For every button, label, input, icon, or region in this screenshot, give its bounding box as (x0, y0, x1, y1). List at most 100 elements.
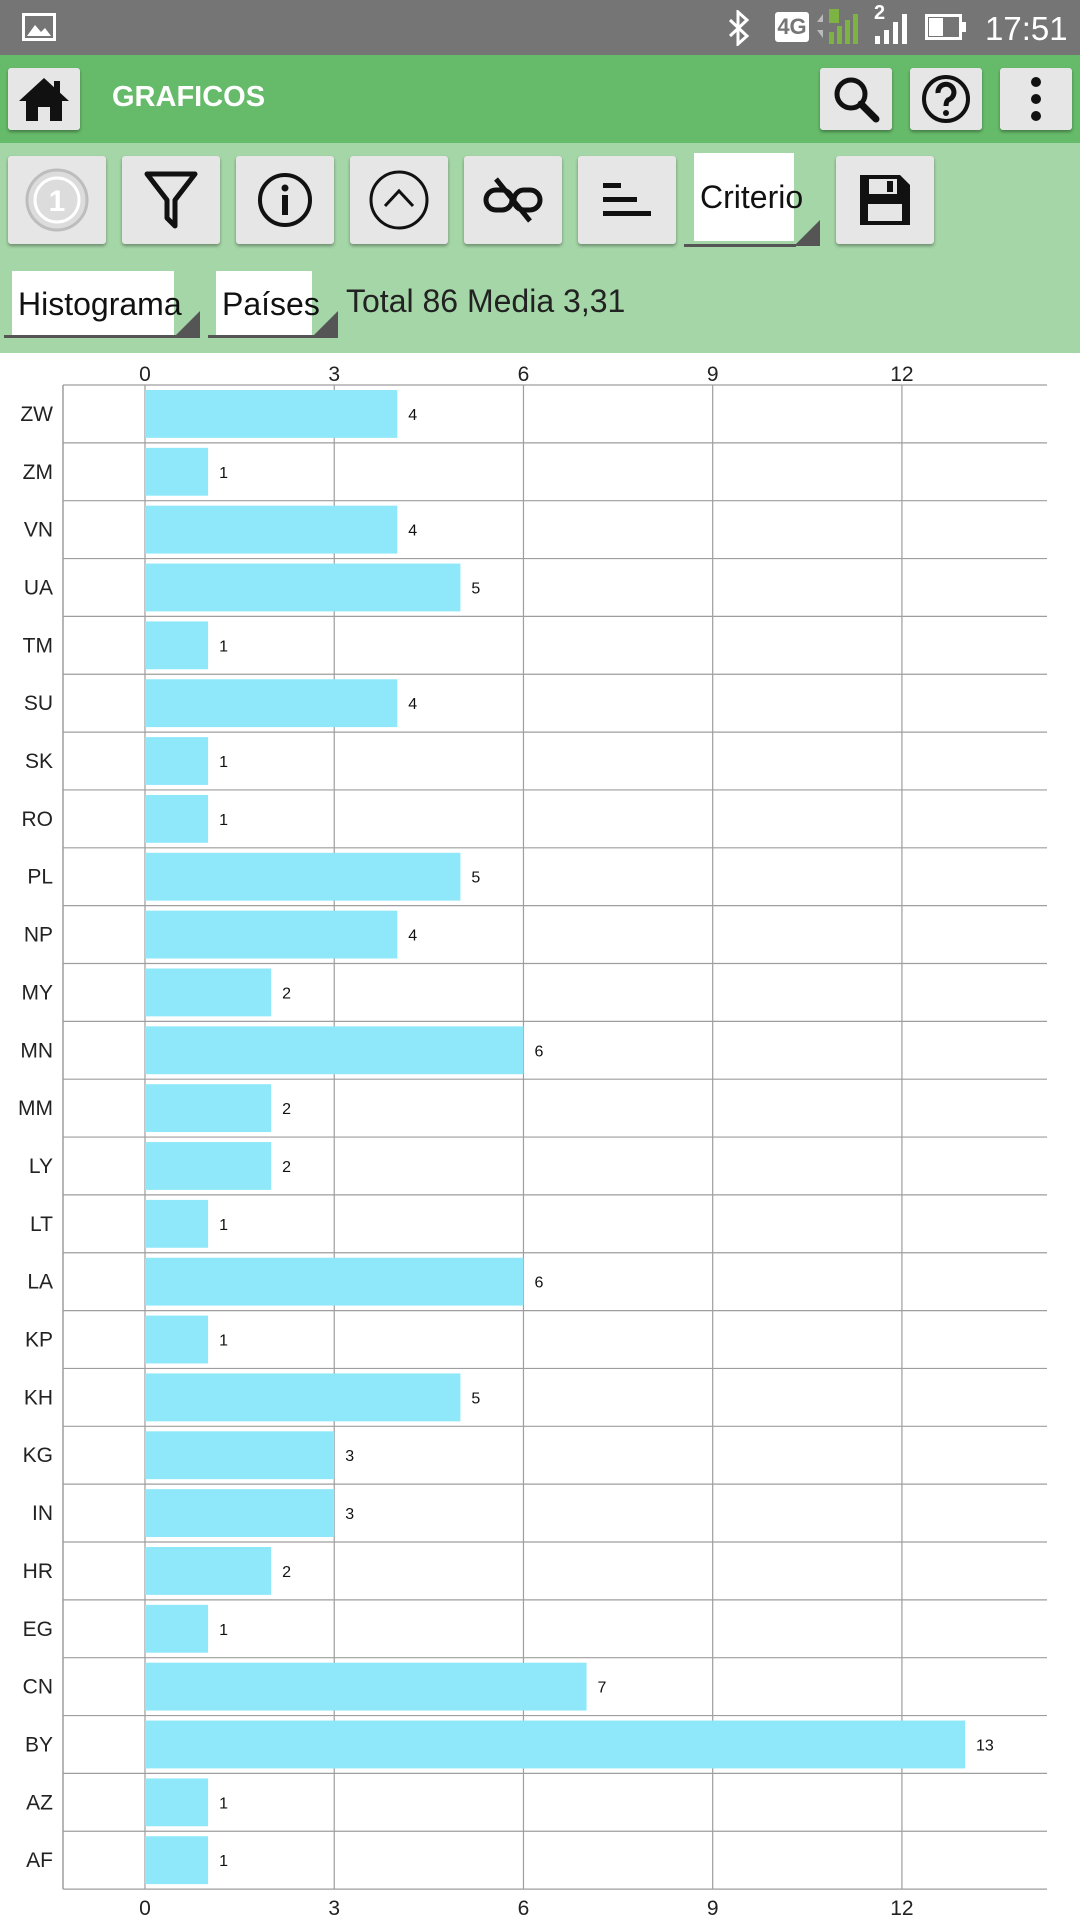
bar-MN (145, 1026, 524, 1075)
bar-TM (145, 621, 209, 670)
bar-EG (145, 1604, 209, 1653)
x-tick-label-bottom: 9 (707, 1897, 719, 1920)
x-tick-label-top: 3 (328, 363, 340, 386)
signal-sim2-icon (875, 14, 907, 44)
save-button[interactable] (836, 156, 934, 244)
collapse-button[interactable] (350, 156, 448, 244)
data-label: 1 (219, 1853, 228, 1870)
data-label: 3 (345, 1506, 354, 1523)
group-by-value: Países (222, 286, 320, 322)
x-tick-label-top: 6 (518, 363, 530, 386)
bar-LY (145, 1142, 272, 1190)
filter-button[interactable] (122, 156, 220, 244)
help-icon (922, 75, 970, 123)
info-button[interactable] (236, 156, 334, 244)
category-label: MN (20, 1039, 53, 1062)
data-label: 4 (408, 407, 417, 424)
coin-icon: 1 (25, 168, 89, 232)
category-label: KH (24, 1386, 53, 1409)
chart-type-spinner[interactable]: Histograma (12, 271, 182, 337)
bar-AZ (145, 1778, 209, 1827)
clock: 17:51 (985, 10, 1068, 47)
group-by-underline (208, 335, 338, 338)
signal-icon (817, 9, 858, 44)
home-button[interactable] (8, 68, 80, 130)
x-tick-label-top: 9 (707, 363, 719, 386)
chart-type-dropdown-arrow (174, 311, 200, 337)
data-label: 1 (219, 638, 228, 655)
bar-SU (145, 679, 398, 728)
category-label: AF (26, 1849, 53, 1872)
bar-KP (145, 1315, 209, 1364)
bar-HR (145, 1547, 272, 1595)
coin-button[interactable]: 1 (8, 156, 106, 244)
save-icon (860, 175, 910, 225)
x-tick-label-bottom: 0 (139, 1897, 151, 1920)
filter-icon (144, 171, 198, 229)
unlink-button[interactable] (464, 156, 562, 244)
sim-slot-label: 2 (874, 2, 886, 24)
data-label: 4 (408, 523, 417, 540)
data-label: 4 (408, 696, 417, 713)
chevron-up-icon (369, 170, 429, 230)
category-label: MY (22, 981, 54, 1004)
sort-button[interactable] (578, 156, 676, 244)
svg-text:1: 1 (49, 185, 66, 218)
sort-bars-icon (603, 183, 651, 216)
category-label: IN (32, 1502, 53, 1525)
data-label: 3 (345, 1448, 354, 1465)
data-label: 2 (282, 1159, 291, 1176)
data-label: 6 (534, 1043, 543, 1060)
app-title: GRAFICOS (112, 81, 266, 113)
more-vert-icon (1031, 77, 1041, 121)
category-label: SK (25, 750, 53, 773)
criterio-spinner[interactable]: Criterio (694, 153, 803, 241)
bar-LT (145, 1199, 209, 1248)
category-label: LY (29, 1155, 53, 1178)
bar-LA (145, 1257, 524, 1306)
x-tick-label-top: 12 (890, 363, 913, 386)
bar-RO (145, 794, 209, 843)
bar-PL (145, 852, 461, 901)
bar-BY (145, 1720, 965, 1769)
bar-AF (145, 1836, 209, 1885)
category-label: CN (23, 1676, 53, 1699)
category-label: BY (25, 1733, 53, 1756)
search-button[interactable] (820, 68, 892, 130)
gallery-icon (22, 13, 56, 41)
bluetooth-icon (728, 10, 750, 46)
data-label: 1 (219, 1795, 228, 1812)
data-label: 1 (219, 812, 228, 829)
category-label: UA (24, 576, 53, 599)
bar-NP (145, 910, 398, 959)
category-label: EG (23, 1618, 53, 1641)
category-label: PL (27, 866, 53, 889)
category-label: TM (23, 634, 53, 657)
x-tick-label-bottom: 3 (328, 1897, 340, 1920)
bar-MM (145, 1084, 272, 1133)
bar-KH (145, 1373, 461, 1422)
category-label: KG (23, 1444, 53, 1467)
bar-ZW (145, 390, 398, 438)
more-options-button[interactable] (1000, 68, 1072, 130)
category-label: LA (27, 1271, 53, 1294)
data-label: 1 (219, 1217, 228, 1234)
status-bar: 4G 2 17:51 (0, 0, 1080, 55)
x-tick-label-top: 0 (139, 363, 151, 386)
unlink-icon (483, 177, 543, 223)
group-by-spinner[interactable]: Países (216, 271, 320, 337)
data-label: 5 (471, 870, 480, 887)
category-label: MM (18, 1097, 53, 1120)
data-label: 1 (219, 465, 228, 482)
bar-SK (145, 737, 209, 785)
category-label: KP (25, 1329, 53, 1352)
category-label: LT (30, 1213, 53, 1236)
data-label: 2 (282, 1564, 291, 1581)
category-label: SU (24, 692, 53, 715)
bar-VN (145, 505, 398, 554)
help-button[interactable] (910, 68, 982, 130)
data-label: 1 (219, 1333, 228, 1350)
bar-IN (145, 1489, 335, 1537)
data-label: 5 (471, 1390, 480, 1407)
